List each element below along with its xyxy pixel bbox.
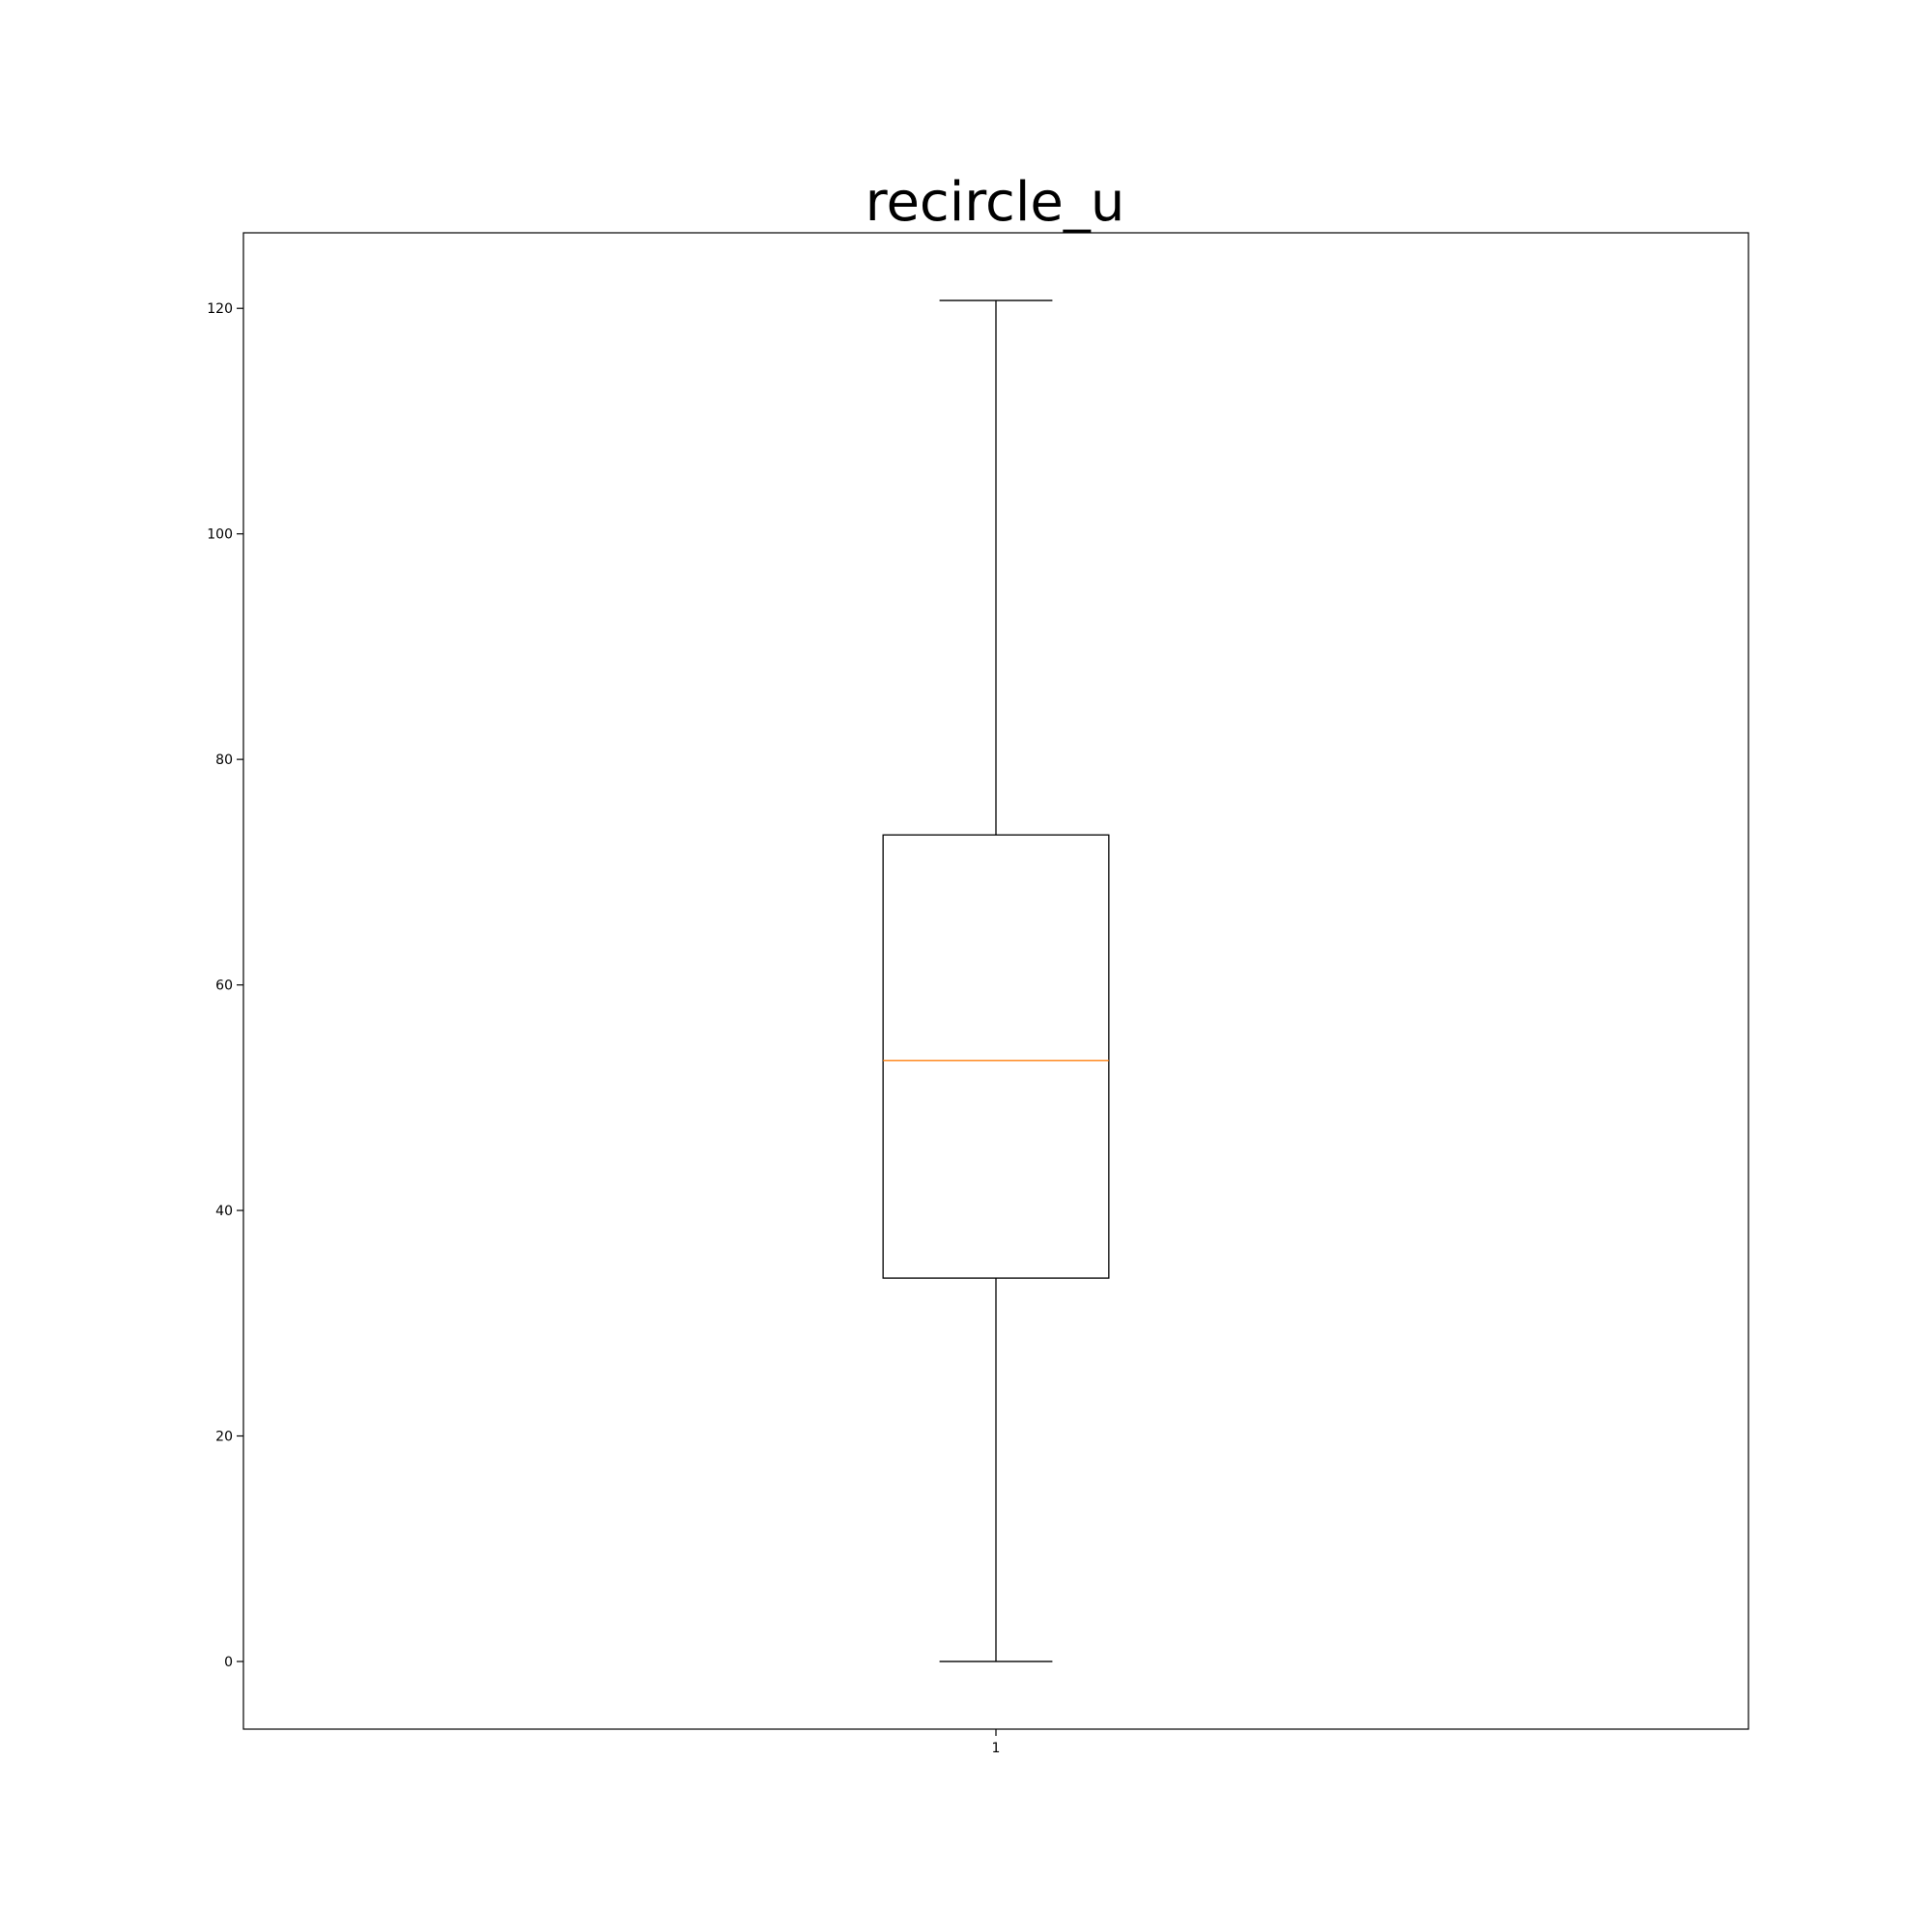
- y-tick-label: 20: [215, 1430, 233, 1445]
- x-tick-label: 1: [992, 1741, 1001, 1756]
- y-tick-label: 80: [215, 753, 233, 768]
- y-tick-label: 60: [215, 979, 233, 994]
- y-tick-label: 120: [207, 301, 233, 317]
- iqr-box: [882, 834, 1110, 1279]
- chart-title: recircle_u: [866, 171, 1125, 234]
- box-1: [882, 299, 1110, 1662]
- y-tick-label: 100: [207, 527, 233, 543]
- x-axis: 1: [992, 1729, 1001, 1756]
- y-tick-label: 40: [215, 1204, 233, 1219]
- y-axis: 0 20 40 60 80 100 120: [207, 301, 243, 1670]
- box-series: [882, 299, 1110, 1662]
- y-tick-label: 0: [224, 1655, 233, 1670]
